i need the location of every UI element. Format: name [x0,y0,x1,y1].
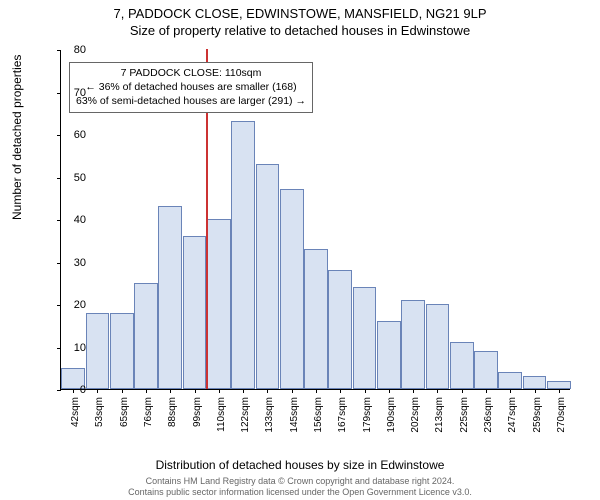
histogram-bar [547,381,571,390]
x-tick-mark [389,389,390,393]
x-tick-mark [365,389,366,393]
histogram-bar [328,270,352,389]
y-tick-label: 30 [62,257,86,269]
copyright-line1: Contains HM Land Registry data © Crown c… [0,476,600,487]
histogram-bar [110,313,134,390]
x-tick-mark [219,389,220,393]
x-tick-label: 247sqm [507,397,518,433]
histogram-bar [474,351,498,389]
x-tick-mark [267,389,268,393]
histogram-bar [207,219,231,389]
y-tick-label: 20 [62,299,86,311]
plot-inner: 42sqm53sqm65sqm76sqm88sqm99sqm110sqm122s… [60,50,570,390]
y-tick-label: 40 [62,214,86,226]
y-tick-mark [57,220,61,221]
x-tick-label: 156sqm [313,397,324,433]
x-tick-label: 122sqm [240,397,251,433]
x-tick-label: 213sqm [434,397,445,433]
x-tick-mark [535,389,536,393]
histogram-bar [134,283,158,389]
histogram-bar [426,304,450,389]
x-tick-mark [486,389,487,393]
x-axis-label: Distribution of detached houses by size … [0,458,600,472]
y-tick-label: 10 [62,342,86,354]
y-tick-label: 80 [62,44,86,56]
annotation-line3: 63% of semi-detached houses are larger (… [76,94,306,108]
histogram-bar [231,121,255,389]
histogram-bar [86,313,110,390]
x-tick-mark [510,389,511,393]
annotation-line2: ← 36% of detached houses are smaller (16… [76,80,306,94]
copyright-text: Contains HM Land Registry data © Crown c… [0,476,600,498]
x-tick-mark [340,389,341,393]
histogram-bar [304,249,328,389]
x-tick-mark [559,389,560,393]
histogram-bar [450,342,474,389]
y-tick-mark [57,178,61,179]
x-tick-mark [413,389,414,393]
x-tick-label: 133sqm [264,397,275,433]
y-tick-mark [57,93,61,94]
y-tick-label: 0 [62,384,86,396]
y-tick-mark [57,50,61,51]
x-tick-label: 110sqm [216,397,227,432]
x-tick-mark [316,389,317,393]
histogram-bar [353,287,377,389]
x-tick-label: 190sqm [386,397,397,433]
y-tick-label: 60 [62,129,86,141]
x-tick-mark [195,389,196,393]
y-tick-label: 50 [62,172,86,184]
x-tick-label: 76sqm [143,397,154,427]
x-tick-label: 167sqm [337,397,348,433]
x-tick-label: 225sqm [459,397,470,433]
histogram-bar [280,189,304,389]
histogram-bar [377,321,401,389]
x-tick-label: 99sqm [192,397,203,427]
x-tick-label: 270sqm [556,397,567,433]
x-tick-mark [437,389,438,393]
x-tick-label: 65sqm [119,397,130,427]
y-tick-mark [57,305,61,306]
x-tick-label: 88sqm [167,397,178,427]
x-tick-mark [292,389,293,393]
copyright-line2: Contains public sector information licen… [0,487,600,498]
x-tick-label: 179sqm [362,397,373,433]
x-tick-label: 53sqm [94,397,105,427]
histogram-bar [158,206,182,389]
histogram-bar [498,372,522,389]
y-tick-mark [57,135,61,136]
x-tick-mark [97,389,98,393]
x-tick-mark [462,389,463,393]
histogram-bar [401,300,425,389]
histogram-bar [256,164,280,389]
y-tick-mark [57,263,61,264]
y-tick-mark [57,348,61,349]
x-tick-label: 202sqm [410,397,421,433]
y-tick-mark [57,390,61,391]
chart-container: 7, PADDOCK CLOSE, EDWINSTOWE, MANSFIELD,… [0,0,600,500]
x-tick-mark [146,389,147,393]
histogram-bar [183,236,207,389]
x-tick-label: 236sqm [483,397,494,433]
x-tick-label: 145sqm [289,397,300,433]
x-tick-mark [170,389,171,393]
annotation-box: 7 PADDOCK CLOSE: 110sqm← 36% of detached… [69,62,313,113]
annotation-line1: 7 PADDOCK CLOSE: 110sqm [76,66,306,80]
x-tick-label: 42sqm [70,397,81,427]
y-tick-label: 70 [62,87,86,99]
x-tick-mark [243,389,244,393]
x-tick-mark [122,389,123,393]
histogram-bar [523,376,547,389]
y-axis-label: Number of detached properties [10,55,24,220]
x-tick-label: 259sqm [532,397,543,433]
plot-area: 42sqm53sqm65sqm76sqm88sqm99sqm110sqm122s… [60,50,570,390]
chart-title-sub: Size of property relative to detached ho… [0,21,600,38]
chart-title-address: 7, PADDOCK CLOSE, EDWINSTOWE, MANSFIELD,… [0,0,600,21]
